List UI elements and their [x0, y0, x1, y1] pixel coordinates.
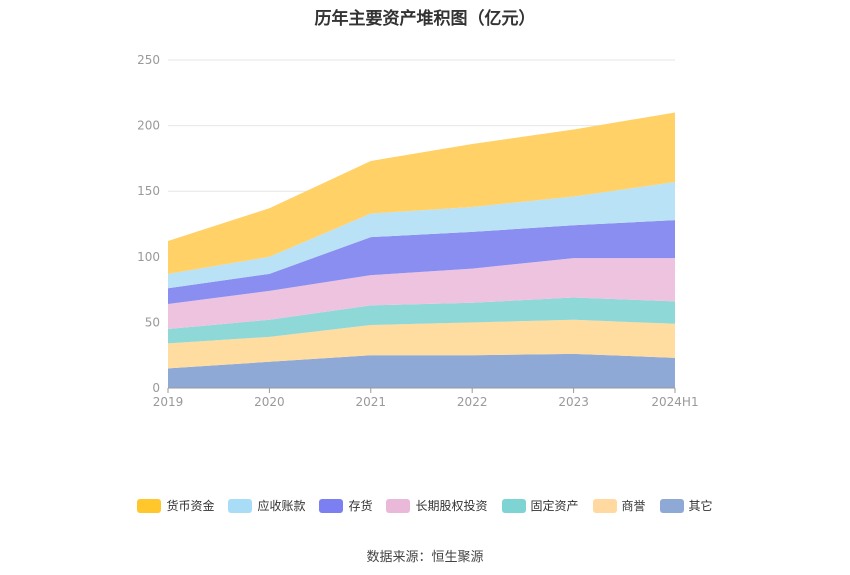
area-series-6 — [168, 112, 675, 274]
legend-label: 长期股权投资 — [415, 499, 488, 513]
area-series-0 — [168, 353, 675, 388]
legend: 货币资金 应收账款 存货 长期股权投资 固定资产 商誉 其它 — [0, 497, 850, 514]
legend-swatch — [137, 498, 162, 513]
area-series-2 — [168, 297, 675, 344]
y-tick-label: 100 — [137, 250, 160, 264]
legend-swatch — [501, 498, 526, 513]
y-tick-label: 50 — [145, 315, 160, 329]
legend-swatch — [228, 498, 253, 513]
legend-label: 应收账款 — [257, 499, 306, 513]
axes: 0 50 100 150 200 250 2019 2020 2021 2022 2023 2024H… — [137, 53, 699, 409]
legend-swatch — [386, 498, 411, 513]
legend-item[interactable]: 其它 — [659, 497, 713, 514]
x-tick-label: 2023 — [558, 395, 589, 409]
stacked-area-chart: 0 50 100 150 200 250 2019 2020 2021 2022 2023 2024H… — [137, 53, 699, 409]
legend-swatch — [592, 498, 617, 513]
area-series-4 — [168, 220, 675, 305]
legend-item[interactable]: 长期股权投资 — [386, 497, 488, 514]
legend-item[interactable]: 应收账款 — [228, 497, 305, 514]
area-series-5 — [168, 182, 675, 289]
x-tick-label: 2021 — [356, 395, 387, 409]
legend-label: 存货 — [348, 499, 373, 513]
x-tick-label: 2024H1 — [651, 395, 698, 409]
area-series — [168, 112, 675, 388]
legend-label: 商誉 — [621, 499, 646, 513]
x-tick-label: 2020 — [254, 395, 285, 409]
legend-item[interactable]: 存货 — [319, 497, 372, 514]
y-tick-label: 200 — [137, 119, 160, 133]
legend-item[interactable]: 固定资产 — [501, 497, 579, 514]
x-tick-label: 2019 — [153, 395, 184, 409]
legend-swatch — [319, 498, 344, 513]
legend-swatch — [659, 498, 684, 513]
legend-label: 固定资产 — [530, 499, 579, 513]
area-series-3 — [168, 258, 675, 329]
y-tick-label: 250 — [137, 53, 160, 67]
legend-label: 货币资金 — [166, 499, 215, 513]
legend-label: 其它 — [688, 499, 713, 513]
chart-title: 历年主要资产堆积图（亿元） — [314, 9, 536, 29]
y-tick-label: 150 — [137, 184, 160, 198]
area-series-1 — [168, 319, 675, 369]
x-tick-label: 2022 — [457, 395, 488, 409]
y-tick-label: 0 — [152, 381, 160, 395]
legend-item[interactable]: 商誉 — [592, 497, 646, 514]
data-source-note: 数据来源：恒生聚源 — [366, 550, 484, 565]
legend-item[interactable]: 货币资金 — [137, 497, 214, 514]
